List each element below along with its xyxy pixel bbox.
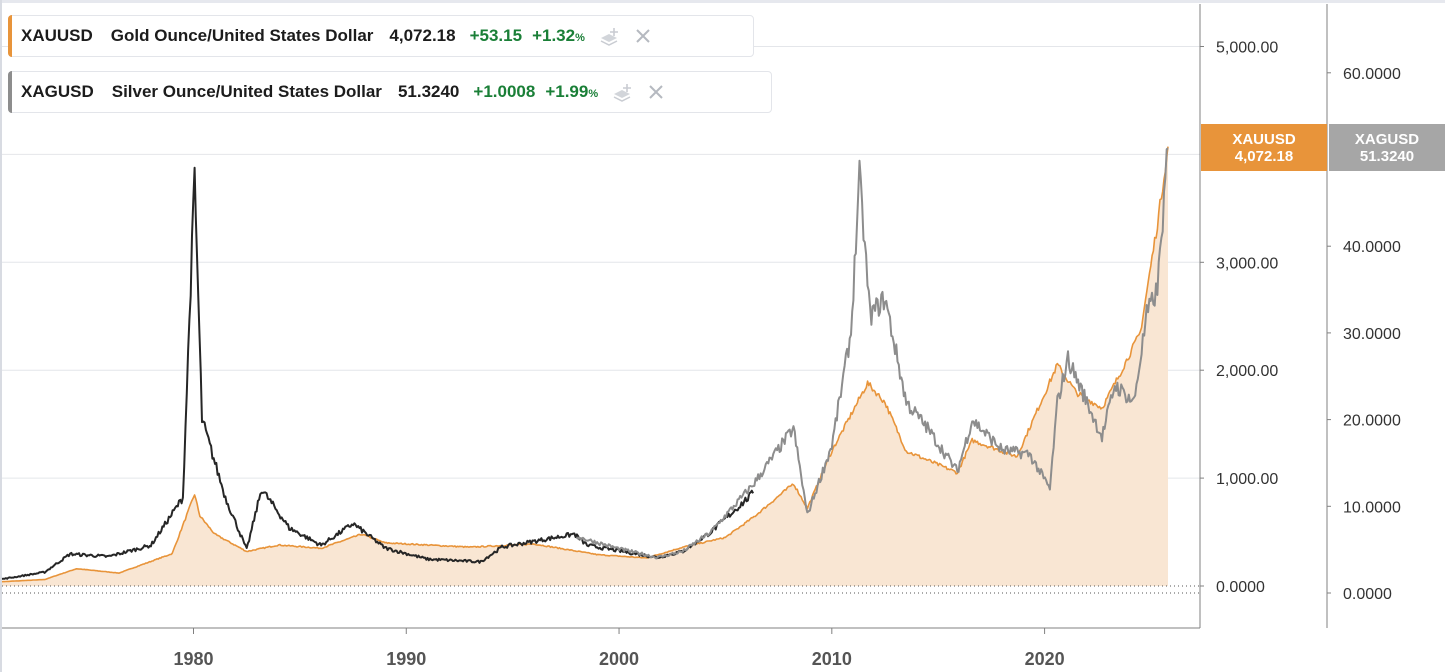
close-icon[interactable] [635, 28, 651, 44]
left-y-tick-label: 2,000.00 [1216, 363, 1278, 380]
legend-xauusd-swatch [8, 15, 12, 57]
silver-tag-price: 51.3240 [1359, 147, 1415, 165]
legend-change-percent: +1.99% [545, 82, 598, 102]
gold-tag-symbol: XAUUSD [1232, 130, 1296, 148]
legend-xauusd[interactable]: XAUUSD Gold Ounce/United States Dollar 4… [8, 15, 754, 57]
legend-change: +1.0008 [473, 82, 536, 101]
left-y-tick-label: 5,000.00 [1216, 40, 1278, 57]
legend-percent-unit: % [588, 88, 599, 100]
legend-price: 4,072.18 [389, 26, 456, 45]
right-y-tick-label: 0.0000 [1343, 586, 1392, 603]
legend-percent-unit: % [575, 32, 585, 44]
x-tick-label: 2010 [812, 649, 852, 669]
series-line-xagusd-2 [575, 147, 1169, 560]
layers-icon[interactable] [612, 82, 634, 102]
legend-xagusd-swatch [8, 71, 12, 113]
left-y-tick-label: 1,000.00 [1216, 471, 1278, 488]
series-line-xagusd-1 [1, 166, 754, 580]
right-y-tick-label: 10.0000 [1343, 499, 1401, 516]
top-border [0, 0, 1445, 3]
right-y-tick-label: 30.0000 [1343, 326, 1401, 343]
legend-symbol: XAUUSD [21, 26, 93, 45]
left-y-tick-label: 0.0000 [1216, 579, 1265, 596]
x-tick-label: 1980 [173, 649, 213, 669]
right-y-tick-label: 60.0000 [1343, 66, 1401, 83]
legend-price: 51.3240 [397, 82, 460, 101]
right-y-tick-label: 20.0000 [1343, 413, 1401, 430]
right-y-tick-label: 40.0000 [1343, 239, 1401, 256]
series-area-xauusd [2, 146, 1168, 586]
gold-price-tag: XAUUSD 4,072.18 [1201, 124, 1327, 171]
x-tick-label: 1990 [386, 649, 426, 669]
layers-icon[interactable] [599, 26, 621, 46]
legend-xagusd[interactable]: XAGUSD Silver Ounce/United States Dollar… [8, 71, 772, 113]
silver-price-tag: XAGUSD 51.3240 [1329, 124, 1445, 171]
x-tick-label: 2000 [599, 649, 639, 669]
left-border [0, 0, 2, 672]
series-layer [1, 146, 1169, 586]
legend-change: +53.15 [469, 26, 523, 45]
legend-description: Gold Ounce/United States Dollar [110, 26, 374, 45]
legend-description: Silver Ounce/United States Dollar [111, 82, 382, 101]
axes-layer: 1980 1990 2000 2010 2020 5,000.00 3,000.00 2,00… [2, 4, 1401, 669]
x-tick-label: 2020 [1025, 649, 1065, 669]
legend-change-percent: +1.32% [532, 26, 585, 46]
legend-symbol: XAGUSD [21, 82, 94, 101]
series-line-xauusd-0 [1, 146, 1169, 583]
close-icon[interactable] [648, 84, 664, 100]
left-y-tick-label: 3,000.00 [1216, 255, 1278, 272]
silver-tag-symbol: XAGUSD [1354, 130, 1420, 148]
legend-change-percent-value: +1.99 [545, 82, 589, 101]
legend-change-percent-value: +1.32 [532, 26, 576, 45]
gold-tag-price: 4,072.18 [1234, 147, 1294, 165]
